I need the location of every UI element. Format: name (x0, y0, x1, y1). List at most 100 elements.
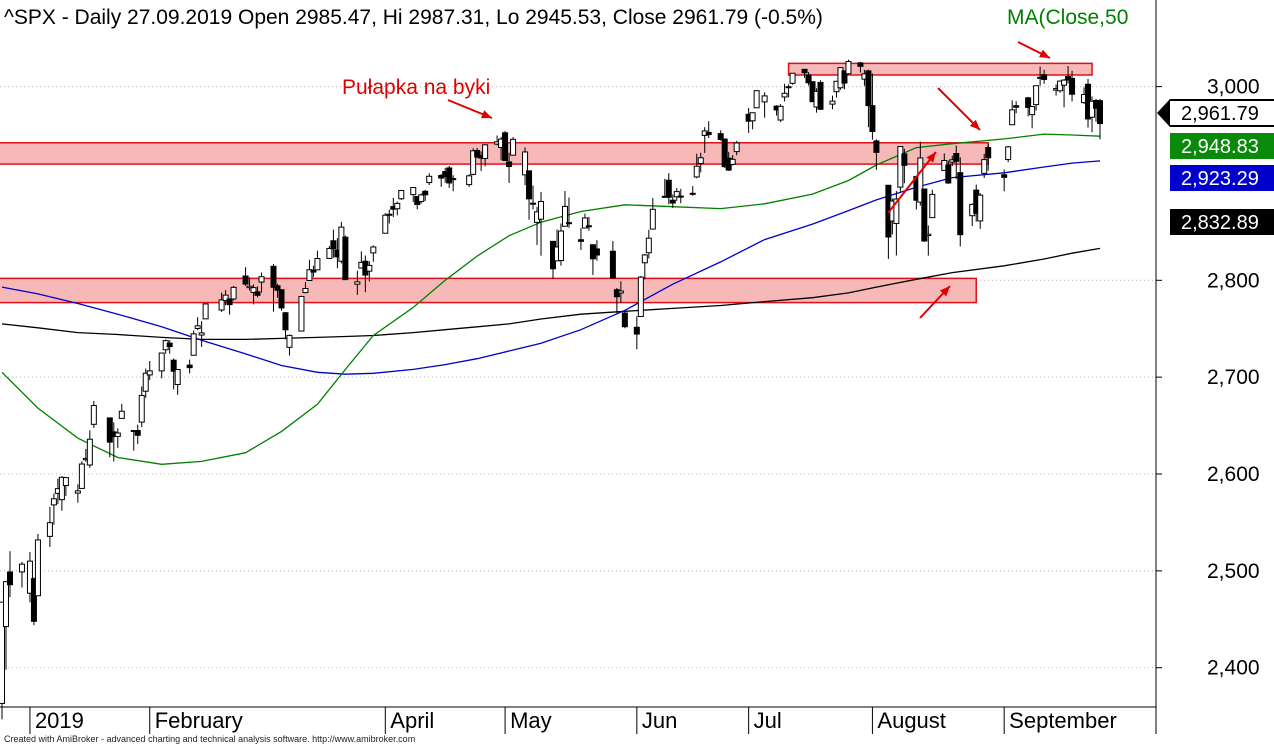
candle (202, 303, 209, 320)
candle-body (557, 230, 564, 262)
x-month-label: September (1009, 708, 1117, 733)
candle (50, 493, 57, 525)
candle (1057, 80, 1064, 93)
candle-body (274, 285, 281, 291)
bull-trap-label: Pułapka na byki (342, 76, 490, 99)
y-tick-label: 2,800 (1207, 269, 1260, 292)
candle (901, 148, 908, 184)
candle-body (1089, 100, 1096, 118)
candle (274, 283, 281, 298)
candle-body (593, 248, 600, 256)
candle-body (929, 193, 936, 219)
arrow-support (919, 285, 951, 319)
candle-body (945, 164, 952, 184)
candle (58, 476, 65, 511)
candle-body (138, 394, 145, 423)
candle-body (977, 194, 984, 222)
candle-body (753, 90, 760, 109)
candle (985, 144, 992, 171)
candle (314, 250, 321, 271)
candle-body (2, 581, 9, 628)
candle-body (873, 140, 880, 153)
candle-body (502, 132, 509, 161)
candle (46, 506, 53, 548)
candle-body (246, 285, 253, 289)
candle (342, 235, 349, 281)
candle-body (314, 258, 321, 271)
candle-body (270, 265, 277, 288)
candle-body (342, 236, 349, 281)
candle (254, 286, 261, 298)
candle (466, 174, 473, 187)
x-month-label: Jul (754, 708, 782, 733)
candle-body (761, 95, 768, 103)
candle-body (174, 368, 181, 386)
candle-body (693, 165, 700, 178)
candle-body (857, 62, 864, 67)
y-tick-label: 3,000 (1207, 76, 1260, 99)
candle-body (981, 159, 988, 174)
candle-body (78, 463, 85, 489)
candle-body (649, 208, 656, 230)
candle (733, 140, 740, 156)
badge-inner (1170, 101, 1274, 125)
candle (526, 170, 533, 220)
candle (1009, 100, 1016, 126)
candle-body (1033, 85, 1040, 106)
candle (386, 209, 393, 224)
candle (250, 284, 257, 305)
candle (645, 229, 652, 259)
candle (917, 141, 924, 206)
candle (394, 201, 401, 216)
zone-bull-trap (0, 142, 989, 165)
candle-body (58, 476, 65, 501)
candle-body (450, 178, 457, 181)
candle (190, 330, 197, 356)
candle-body (669, 199, 676, 204)
badge-text: 2,948.83 (1181, 136, 1259, 158)
candle (817, 80, 824, 110)
candle (865, 69, 872, 128)
candle-body (222, 294, 229, 302)
badge-ma100: 2,923.29 (1170, 165, 1274, 191)
candle (581, 213, 588, 229)
candle (470, 148, 477, 176)
candle (302, 281, 309, 294)
x-month-label: April (390, 708, 434, 733)
ma50-line (1, 133, 1101, 465)
chart-header-indicator: MA(Close,50 (1007, 6, 1128, 29)
candle-body (865, 70, 872, 107)
candle-body (1057, 80, 1064, 92)
candle-body (386, 213, 393, 216)
candle (410, 187, 417, 203)
candle (186, 359, 193, 374)
candle (62, 477, 69, 496)
candle-body (394, 202, 401, 210)
candle (721, 138, 728, 168)
candle (198, 321, 205, 347)
candle (897, 145, 904, 192)
candle (557, 223, 564, 266)
candle-body (34, 539, 41, 597)
candle (270, 263, 277, 312)
candle (953, 145, 960, 180)
annotation-arrows (447, 41, 1051, 319)
candle (278, 289, 285, 311)
candle (981, 153, 988, 178)
x-month-label: May (510, 708, 552, 733)
badge-ma50: 2,948.83 (1170, 133, 1274, 159)
candle-body (134, 430, 141, 436)
candle-body (18, 563, 25, 573)
candle (86, 430, 93, 468)
candle-body (166, 342, 173, 348)
candle-body (106, 417, 113, 443)
candle-body (717, 133, 724, 140)
candle-body (6, 571, 13, 586)
candle-body (142, 372, 149, 392)
candle (885, 184, 892, 259)
candle (945, 160, 952, 184)
arrow-head (481, 110, 492, 119)
candle-body (330, 240, 337, 250)
candle-body (482, 144, 489, 159)
candle-body (26, 560, 33, 594)
